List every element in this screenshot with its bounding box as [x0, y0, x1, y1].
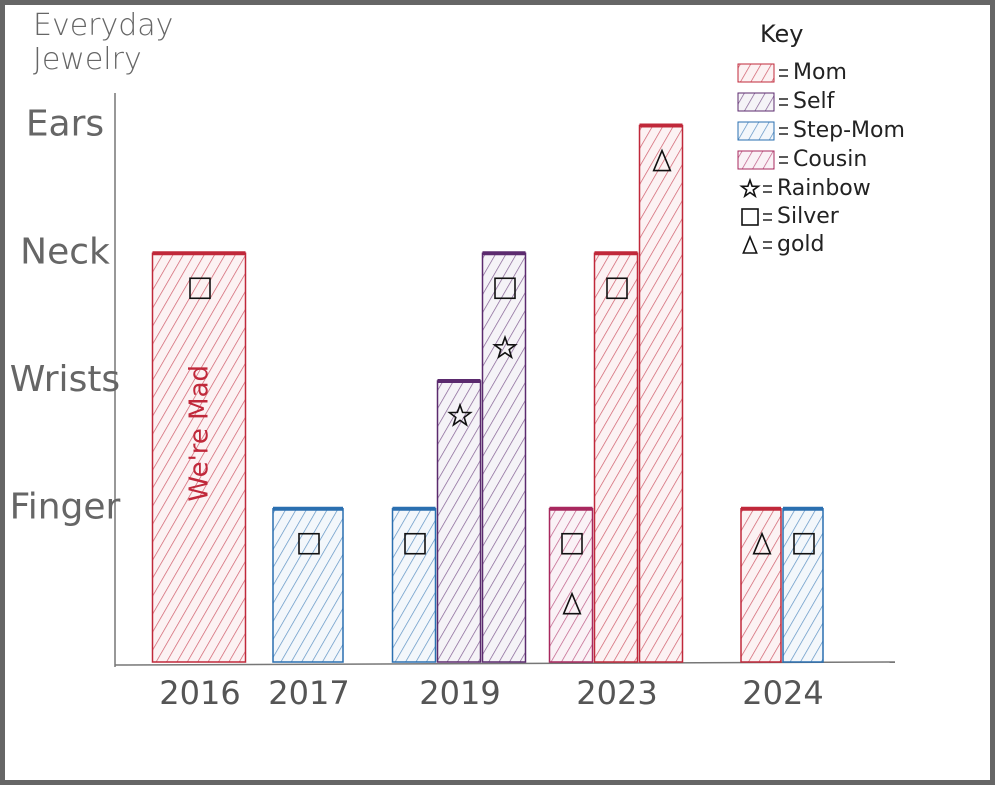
legend-label: Self [793, 89, 836, 114]
legend-label: gold [777, 232, 825, 257]
symbol-star [447, 402, 473, 427]
legend-title: Key [760, 20, 804, 48]
symbol-square [606, 277, 628, 300]
symbol-square [793, 532, 815, 555]
legend-swatch [737, 121, 775, 141]
symbol-square [561, 532, 583, 555]
chart: Key Finger Wrists Neck Ears 2016 We're Mad 201… [10, 20, 905, 712]
bar [548, 507, 594, 663]
bar [151, 252, 247, 663]
x-tick-label: 2023 [576, 674, 657, 712]
symbol-triangle [742, 234, 758, 254]
symbol-square [404, 532, 426, 555]
y-tick-label: Ears [26, 104, 104, 145]
x-tick-label: 2017 [268, 674, 349, 712]
symbol-triangle [562, 591, 582, 615]
legend-label: Rainbow [777, 176, 871, 201]
bar [481, 252, 527, 663]
legend-label: Silver [777, 204, 840, 229]
y-tick-label: Neck [20, 231, 110, 272]
annotation: We're Mad [185, 365, 215, 502]
symbol-triangle [652, 148, 672, 172]
x-tick-label: 2024 [742, 674, 823, 712]
bar [272, 507, 344, 663]
y-tick-label: Finger [10, 487, 121, 528]
bar [593, 252, 639, 663]
y-tick-label: Wrists [10, 359, 120, 400]
legend-label: Cousin [793, 147, 867, 172]
bar [436, 380, 482, 663]
symbol-triangle [752, 531, 772, 555]
legend-swatch [737, 92, 775, 112]
symbol-star [492, 334, 518, 360]
symbol-square [298, 532, 320, 555]
bar [638, 124, 684, 663]
chart-title: Everyday Jewelry [33, 8, 174, 77]
x-tick-label: 2016 [159, 674, 240, 712]
legend-label: Step-Mom [793, 118, 905, 143]
x-tick-label: 2019 [419, 674, 500, 712]
legend-swatch [737, 150, 775, 170]
legend-swatch [737, 63, 775, 83]
bar [782, 507, 824, 663]
symbol-square [189, 277, 211, 300]
bar [740, 507, 782, 663]
symbol-square [494, 277, 516, 300]
symbol-square [741, 208, 759, 226]
legend-label: Mom [793, 60, 847, 85]
symbol-star [739, 177, 761, 199]
bar [391, 507, 437, 663]
